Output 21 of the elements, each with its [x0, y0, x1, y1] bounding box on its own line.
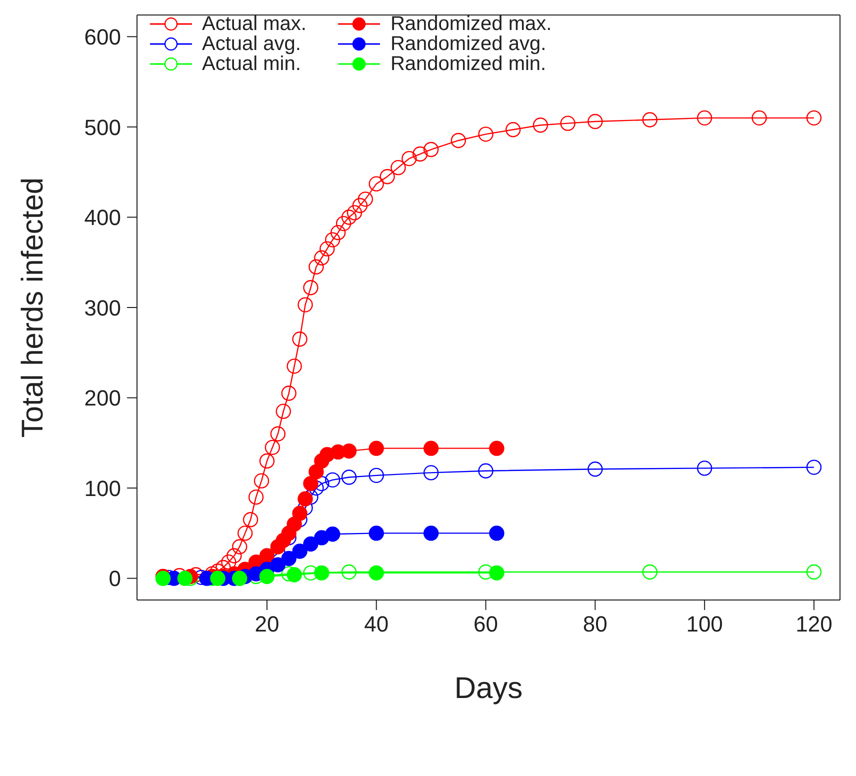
- legend-label: Actual min.: [202, 53, 301, 75]
- y-tick-label: 100: [84, 476, 121, 501]
- y-tick-label: 200: [84, 386, 121, 411]
- legend-label: Randomized min.: [390, 53, 546, 75]
- y-tick-label: 400: [84, 205, 121, 230]
- legend-label: Actual avg.: [202, 33, 301, 55]
- y-axis-title: Total herds infected: [16, 177, 50, 438]
- legend-label: Actual max.: [202, 13, 306, 35]
- x-tick-label: 60: [474, 612, 498, 637]
- legend-label: Randomized avg.: [390, 33, 546, 55]
- x-tick-label: 80: [582, 612, 608, 637]
- x-tick-label: 20: [254, 612, 280, 637]
- legend-label: Randomized max.: [390, 13, 552, 35]
- x-tick-label: 40: [364, 612, 389, 637]
- y-tick-label: 500: [84, 114, 121, 140]
- x-axis-title: Days: [454, 672, 523, 705]
- y-tick-label: 0: [108, 566, 121, 592]
- y-tick-label: 600: [84, 24, 121, 50]
- x-tick-label: 100: [686, 612, 723, 637]
- x-tick-label: 120: [796, 612, 832, 637]
- y-tick-label: 300: [84, 295, 121, 320]
